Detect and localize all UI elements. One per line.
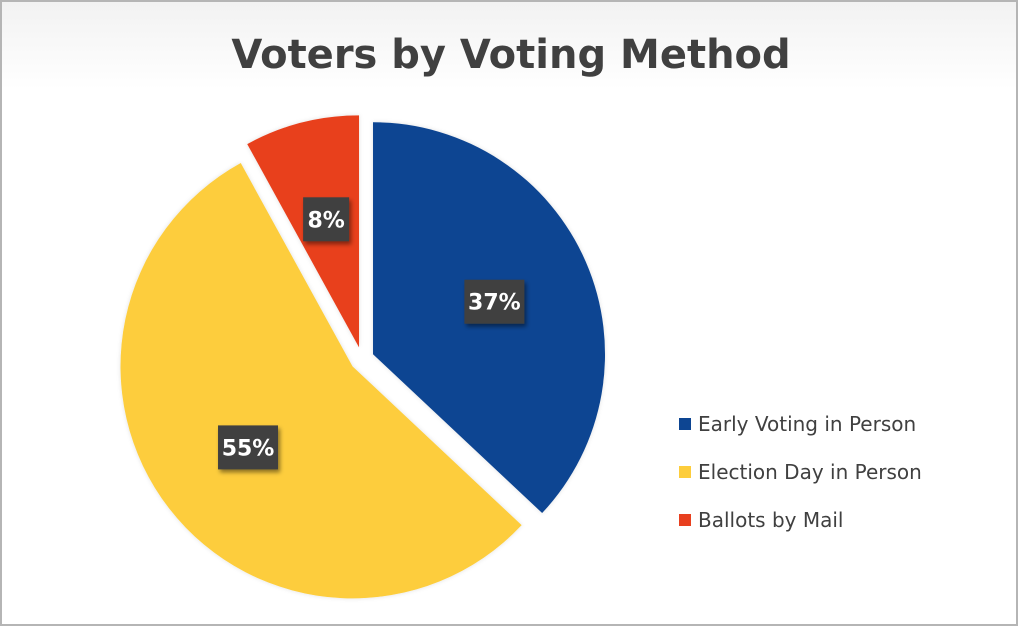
- legend-swatch-early-voting: [679, 418, 691, 430]
- data-label-box-ballots-by-mail: [303, 197, 350, 242]
- chart-title: Voters by Voting Method: [231, 32, 791, 78]
- data-label-text-ballots-by-mail: 8%: [307, 208, 344, 233]
- legend-label-election-day: Election Day in Person: [698, 460, 922, 484]
- data-label-box-election-day: [218, 425, 279, 470]
- chart-legend: Early Voting in Person Election Day in P…: [679, 400, 999, 544]
- legend-swatch-ballots-by-mail: [679, 514, 691, 526]
- data-label-ballots-by-mail: 8%: [303, 197, 350, 242]
- pie-slices: [120, 115, 606, 599]
- legend-label-early-voting: Early Voting in Person: [698, 412, 917, 436]
- data-label-text-election-day: 55%: [222, 436, 275, 461]
- pie-slice-election-day: [120, 163, 522, 599]
- legend-item-election-day: Election Day in Person: [679, 448, 999, 496]
- legend-label-ballots-by-mail: Ballots by Mail: [698, 508, 844, 532]
- data-label-box-early-voting: [464, 279, 525, 324]
- data-label-early-voting: 37%: [464, 279, 525, 324]
- data-label-text-early-voting: 37%: [468, 291, 521, 316]
- data-label-election-day: 55%: [218, 425, 279, 470]
- legend-swatch-election-day: [679, 466, 691, 478]
- legend-item-early-voting: Early Voting in Person: [679, 400, 999, 448]
- pie-data-labels: 37% 55% 8%: [218, 197, 525, 470]
- legend-item-ballots-by-mail: Ballots by Mail: [679, 496, 999, 544]
